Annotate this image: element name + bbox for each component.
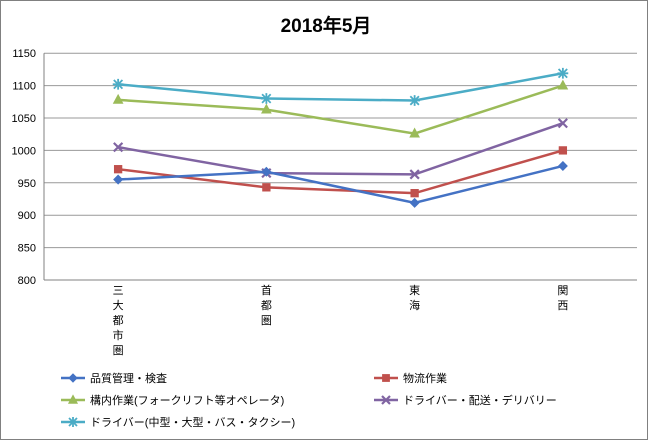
svg-text:ドライバー・配送・デリバリー: ドライバー・配送・デリバリー [403,393,557,407]
svg-text:構内作業(フォークリフト等オペレータ): 構内作業(フォークリフト等オペレータ) [90,393,284,407]
svg-text:都: 都 [261,299,272,312]
svg-text:三: 三 [113,285,124,297]
svg-text:関: 関 [557,284,568,297]
svg-text:900: 900 [18,210,36,222]
svg-text:大: 大 [113,298,124,312]
svg-text:1000: 1000 [12,145,36,157]
svg-text:圏: 圏 [113,344,124,357]
svg-text:首: 首 [261,283,272,297]
svg-text:都: 都 [113,314,124,327]
svg-text:物流作業: 物流作業 [403,371,447,385]
svg-text:1150: 1150 [12,48,36,60]
svg-text:東: 東 [409,284,420,297]
svg-text:海: 海 [409,298,420,312]
svg-text:市: 市 [113,328,124,342]
svg-text:850: 850 [18,243,36,255]
svg-text:西: 西 [557,300,568,312]
svg-text:品質管理・検査: 品質管理・検査 [90,371,167,385]
svg-text:950: 950 [18,178,36,190]
svg-text:1100: 1100 [12,81,36,93]
svg-text:ドライバー(中型・大型・バス・タクシー): ドライバー(中型・大型・バス・タクシー) [90,415,295,429]
svg-text:圏: 圏 [261,314,272,327]
svg-text:1050: 1050 [12,113,36,125]
svg-text:800: 800 [18,275,36,287]
